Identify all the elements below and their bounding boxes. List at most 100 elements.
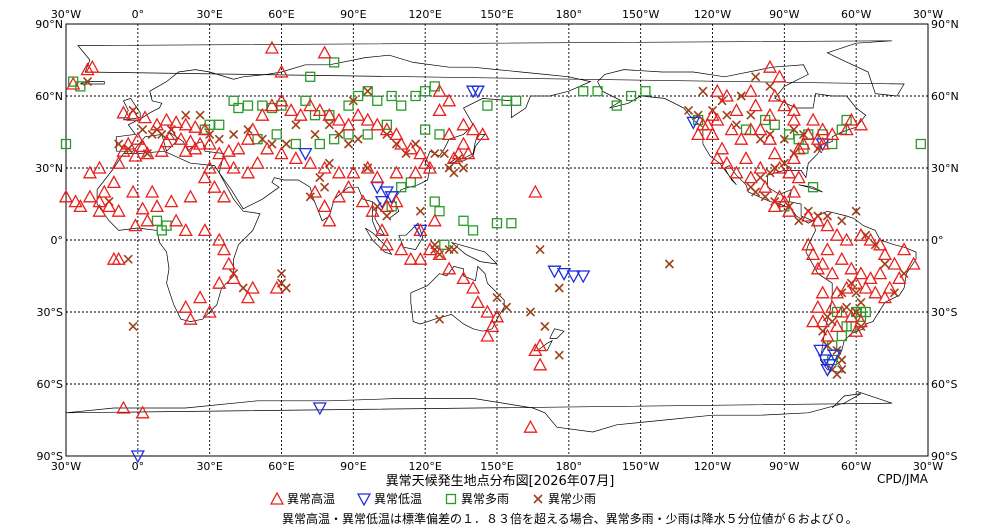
cold-station-marker [556,267,572,281]
wet-station-marker [420,124,431,135]
hot-station-marker [188,141,203,155]
hot-station-marker [283,103,299,117]
legend-item-cold: 異常低温 [357,490,422,507]
hot-station-marker [801,237,816,251]
hot-station-marker [365,203,380,217]
hot-station-marker [772,189,787,203]
hot-station-marker [202,136,217,150]
lat-label-left: 90°S [37,450,63,463]
top-lon-label: 60°W [841,8,871,21]
hot-station-marker [178,223,193,237]
hot-station-marker [121,136,136,150]
dry-station-marker [837,355,847,365]
hot-station-marker [183,311,198,325]
hot-station-marker [853,314,869,328]
hot-station-marker [303,155,318,169]
hot-station-marker [178,143,193,157]
hot-station-marker [820,218,835,232]
cold-station-marker [686,116,701,130]
dry-station-marker [502,302,512,312]
hot-station-marker [154,143,169,157]
hot-station-marker [480,328,495,342]
hot-station-marker [140,213,155,227]
hot-station-marker [212,275,227,289]
hot-station-marker [777,98,792,112]
wet-station-marker [592,86,603,97]
hot-station-marker [877,247,892,261]
hot-station-marker [111,251,126,265]
top-lon-label: 0° [132,8,145,21]
wet-station-marker [640,86,651,97]
dry-station-marker [554,283,564,293]
hot-station-marker [829,285,845,299]
hot-station-marker [260,141,275,155]
hot-station-marker [159,134,174,148]
hot-station-marker [753,160,768,174]
dry-station-marker [310,129,320,139]
hot-station-marker [810,213,825,227]
hot-station-marker [887,256,902,270]
dry-station-marker [291,120,301,130]
wet-station-marker [506,218,517,229]
hot-station-marker [137,110,153,124]
bottom-lon-label: 120°W [694,460,731,473]
wet-legend-symbol [445,493,457,504]
hot-station-marker [207,179,222,193]
hot-station-marker [274,146,289,160]
dry-station-marker [683,105,694,115]
hot-station-marker [877,290,892,304]
hot-station-marker [403,251,418,265]
hot-station-marker [250,155,265,169]
wet-station-marker [60,138,72,150]
hot-station-marker [489,309,505,323]
land-outline-6 [410,265,505,332]
wet-station-marker [329,134,340,145]
hot-station-marker [451,146,466,160]
hot-station-marker [178,299,193,313]
hot-station-marker [202,304,217,318]
legend-hot-icon [270,491,284,505]
hot-station-marker [341,117,356,131]
dry-station-marker [363,86,373,96]
hot-station-marker [360,112,375,126]
lat-label-left: 30°N [35,162,63,175]
hot-station-marker [810,261,825,275]
wet-station-marker [214,119,225,130]
legend-item-wet: 異常多雨 [444,490,509,507]
hot-station-marker [791,141,806,155]
hot-station-marker [743,170,758,184]
hot-station-marker [695,117,711,131]
dry-station-marker [837,216,847,226]
hot-station-marker [461,146,476,160]
hot-station-marker [873,237,888,251]
hot-station-marker [815,136,830,150]
hot-station-marker [360,160,375,174]
hot-station-marker [125,184,141,198]
hot-station-marker [355,194,371,208]
hot-station-marker [528,184,543,198]
hot-station-marker [231,141,246,155]
top-lon-label: 90°W [769,8,799,21]
dry-station-marker [276,269,287,279]
hot-station-marker [92,160,107,174]
top-lon-label: 120°W [694,8,731,21]
hot-station-marker [470,295,485,309]
hot-station-marker [331,189,347,203]
hot-station-marker [442,127,457,141]
hot-station-marker [389,127,404,141]
top-lon-label: 60°E [268,8,294,21]
hot-station-marker [85,59,100,73]
dry-station-marker [229,129,239,139]
hot-station-marker [844,112,859,126]
bottom-lon-label: 120°E [408,460,441,473]
hot-station-marker [317,199,332,213]
dry-station-marker [334,129,344,139]
hot-station-marker [772,160,787,174]
hot-station-marker [442,93,457,107]
hot-station-marker [882,280,897,294]
hot-station-marker [269,280,284,294]
dry-station-marker [181,110,191,120]
dry-station-marker [755,134,765,144]
hot-station-marker [226,271,241,285]
hot-station-marker [873,266,888,280]
